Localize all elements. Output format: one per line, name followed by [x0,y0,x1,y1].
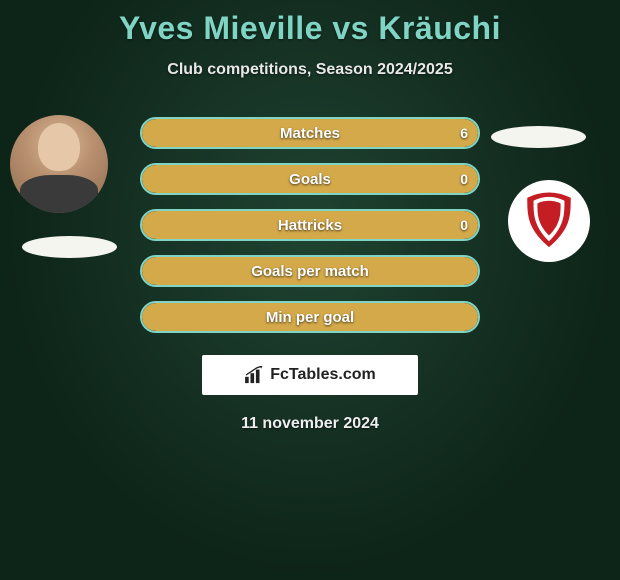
player2-ellipse [491,126,586,148]
subtitle: Club competitions, Season 2024/2025 [0,61,620,79]
stat-label: Matches [280,125,340,142]
stat-row: Matches 6 [140,117,480,149]
page-title: Yves Mieville vs Kräuchi [0,0,620,47]
stat-value-right: 6 [460,125,468,141]
stat-value-right: 0 [460,171,468,187]
shield-icon [520,189,578,253]
stat-row: Hattricks 0 [140,209,480,241]
player1-club-ellipse [22,236,117,258]
player2-club-crest [508,180,590,262]
stat-row: Goals 0 [140,163,480,195]
date-label: 11 november 2024 [0,415,620,433]
content-container: Yves Mieville vs Kräuchi Club competitio… [0,0,620,433]
fctables-label: FcTables.com [270,366,376,384]
stat-label: Min per goal [266,309,354,326]
bar-chart-icon [244,366,266,384]
stat-row: Goals per match [140,255,480,287]
stat-label: Goals [289,171,331,188]
player1-avatar [10,115,108,213]
stat-value-right: 0 [460,217,468,233]
stat-label: Goals per match [251,263,369,280]
stats-container: Matches 6 Goals 0 Hattricks 0 Goals per match M… [140,117,480,333]
stat-label: Hattricks [278,217,342,234]
stat-row: Min per goal [140,301,480,333]
fctables-badge: FcTables.com [202,355,418,395]
